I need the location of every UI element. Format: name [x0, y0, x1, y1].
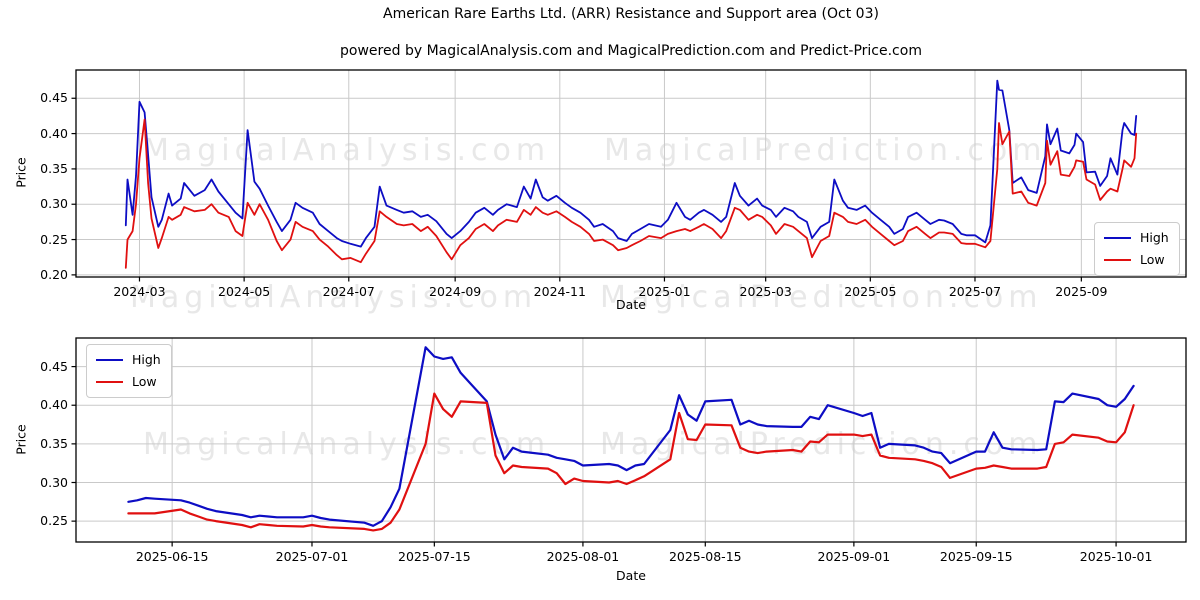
y-tick-label: 0.35	[40, 435, 68, 451]
legend-item-high: High	[96, 352, 161, 368]
legend-item-high: High	[1104, 230, 1169, 246]
y-tick-label: 0.45	[40, 358, 68, 374]
x-tick-label: 2024-07	[322, 284, 375, 299]
x-tick-label: 2025-09	[1055, 284, 1108, 299]
y-tick-label: 0.25	[40, 513, 68, 529]
x-tick-label: 2025-07	[948, 284, 1002, 299]
figure-subtitle: powered by MagicalAnalysis.com and Magic…	[340, 43, 922, 59]
legend-label-high: High	[132, 352, 161, 367]
low-line-swatch	[96, 381, 123, 383]
legend-label-low: Low	[132, 374, 157, 389]
x-tick-label: 2025-09-15	[939, 549, 1013, 564]
y-tick-label: 0.20	[40, 266, 68, 282]
x-tick-label: 2025-01	[638, 284, 691, 299]
y-tick-label: 0.25	[40, 231, 68, 247]
x-tick-label: 2025-06-15	[135, 549, 209, 564]
low-line-swatch	[1104, 259, 1131, 261]
x-tick-label: 2025-03	[739, 284, 792, 299]
legend-top-chart: High Low	[1094, 222, 1180, 276]
y-tick-label: 0.30	[40, 474, 68, 490]
high-line	[124, 79, 1138, 248]
y-tick-label: 0.35	[40, 160, 68, 176]
plot-border	[75, 337, 1187, 543]
x-tick-label: 2024-11	[533, 284, 586, 299]
low-line	[124, 118, 1138, 269]
y-tick-label: 0.30	[40, 196, 68, 212]
high-line	[127, 346, 1135, 527]
figure-title: American Rare Earths Ltd. (ARR) Resistan…	[383, 6, 879, 22]
y-tick-label: 0.40	[40, 125, 68, 141]
x-tick-label: 2025-07-15	[398, 549, 471, 564]
x-tick-label: 2025-08-01	[546, 549, 620, 564]
legend-label-high: High	[1140, 230, 1169, 245]
x-tick-label: 2024-05	[218, 284, 271, 299]
x-tick-label: 2025-07-01	[275, 549, 349, 564]
x-tick-label: 2025-10-01	[1079, 549, 1153, 564]
low-line	[127, 392, 1135, 532]
legend-item-low: Low	[1104, 252, 1169, 268]
high-line-swatch	[96, 359, 123, 361]
y-tick-label: 0.45	[40, 90, 68, 106]
plot-border	[75, 69, 1187, 278]
x-tick-label: 2025-05	[844, 284, 897, 299]
x-tick-label: 2025-09-01	[817, 549, 891, 564]
x-tick-label: 2024-03	[113, 284, 166, 299]
legend-label-low: Low	[1140, 252, 1165, 267]
x-axis-label-top: Date	[616, 297, 646, 312]
legend-bottom-chart: High Low	[86, 344, 172, 398]
y-tick-label: 0.40	[40, 397, 68, 413]
x-tick-label: 2025-08-15	[668, 549, 742, 564]
legend-item-low: Low	[96, 374, 161, 390]
high-line-swatch	[1104, 237, 1131, 239]
x-tick-label: 2024-09	[429, 284, 482, 299]
x-axis-label-bottom: Date	[616, 568, 646, 583]
